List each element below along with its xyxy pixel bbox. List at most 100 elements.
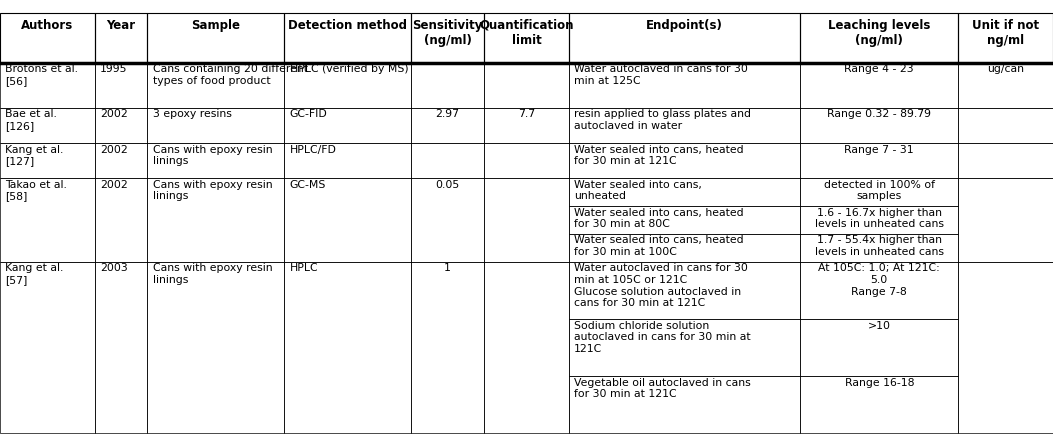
- Text: Range 7 - 31: Range 7 - 31: [845, 145, 914, 155]
- Bar: [95, 178, 147, 262]
- Text: Cans with epoxy resin
linings: Cans with epoxy resin linings: [153, 180, 273, 201]
- Text: Cans with epoxy resin
linings: Cans with epoxy resin linings: [153, 263, 273, 285]
- Text: Bae et al.
[126]: Bae et al. [126]: [5, 109, 57, 131]
- Bar: [484, 107, 569, 143]
- Bar: [411, 143, 484, 178]
- Bar: [569, 63, 800, 107]
- Bar: [569, 234, 800, 262]
- Bar: [284, 178, 411, 262]
- Bar: [0, 13, 95, 63]
- Text: Cans with epoxy resin
linings: Cans with epoxy resin linings: [153, 145, 273, 166]
- Bar: [484, 178, 569, 262]
- Bar: [411, 178, 484, 262]
- Bar: [147, 143, 284, 178]
- Bar: [800, 262, 958, 319]
- Text: Range 16-18: Range 16-18: [845, 378, 914, 388]
- Bar: [0, 143, 95, 178]
- Bar: [411, 107, 484, 143]
- Bar: [284, 143, 411, 178]
- Text: HPLC/FD: HPLC/FD: [290, 145, 337, 155]
- Text: Range 0.32 - 89.79: Range 0.32 - 89.79: [828, 109, 931, 119]
- Bar: [284, 63, 411, 107]
- Bar: [569, 107, 800, 143]
- Bar: [95, 143, 147, 178]
- Bar: [0, 107, 95, 143]
- Text: ug/can: ug/can: [987, 65, 1025, 74]
- Text: 1: 1: [444, 263, 451, 273]
- Text: 1.6 - 16.7x higher than
levels in unheated cans: 1.6 - 16.7x higher than levels in unheat…: [815, 208, 943, 229]
- Text: 2002: 2002: [100, 180, 127, 190]
- Bar: [958, 262, 1053, 433]
- Bar: [569, 206, 800, 234]
- Bar: [958, 107, 1053, 143]
- Bar: [147, 13, 284, 63]
- Bar: [284, 13, 411, 63]
- Bar: [958, 13, 1053, 63]
- Text: 2.97: 2.97: [436, 109, 459, 119]
- Bar: [958, 178, 1053, 262]
- Text: 7.7: 7.7: [518, 109, 535, 119]
- Text: 2002: 2002: [100, 109, 127, 119]
- Text: Range 4 - 23: Range 4 - 23: [845, 65, 914, 74]
- Text: Sample: Sample: [192, 19, 240, 31]
- Bar: [147, 178, 284, 262]
- Bar: [800, 63, 958, 107]
- Bar: [569, 178, 800, 206]
- Text: Takao et al.
[58]: Takao et al. [58]: [5, 180, 67, 201]
- Text: Vegetable oil autoclaved in cans
for 30 min at 121C: Vegetable oil autoclaved in cans for 30 …: [574, 378, 751, 399]
- Bar: [95, 107, 147, 143]
- Text: 0.05: 0.05: [435, 180, 460, 190]
- Bar: [95, 63, 147, 107]
- Bar: [800, 143, 958, 178]
- Bar: [569, 13, 800, 63]
- Text: Brotons et al.
[56]: Brotons et al. [56]: [5, 65, 78, 86]
- Text: Water sealed into cans, heated
for 30 min at 80C: Water sealed into cans, heated for 30 mi…: [574, 208, 743, 229]
- Bar: [958, 143, 1053, 178]
- Text: Authors: Authors: [21, 19, 74, 31]
- Text: Water sealed into cans, heated
for 30 min at 100C: Water sealed into cans, heated for 30 mi…: [574, 236, 743, 257]
- Bar: [800, 13, 958, 63]
- Bar: [484, 13, 569, 63]
- Bar: [0, 262, 95, 433]
- Text: Kang et al.
[127]: Kang et al. [127]: [5, 145, 63, 166]
- Text: Sensitivity
(ng/ml): Sensitivity (ng/ml): [413, 19, 482, 46]
- Bar: [484, 262, 569, 433]
- Text: Cans containing 20 different
types of food product: Cans containing 20 different types of fo…: [153, 65, 307, 86]
- Bar: [800, 107, 958, 143]
- Bar: [284, 262, 411, 433]
- Bar: [95, 13, 147, 63]
- Text: HPLC: HPLC: [290, 263, 318, 273]
- Bar: [800, 376, 958, 433]
- Text: Kang et al.
[57]: Kang et al. [57]: [5, 263, 63, 285]
- Text: GC-FID: GC-FID: [290, 109, 327, 119]
- Bar: [411, 262, 484, 433]
- Text: Leaching levels
(ng/ml): Leaching levels (ng/ml): [828, 19, 931, 46]
- Text: At 105C: 1.0; At 121C:
5.0
Range 7-8: At 105C: 1.0; At 121C: 5.0 Range 7-8: [818, 263, 940, 297]
- Bar: [484, 63, 569, 107]
- Text: 2002: 2002: [100, 145, 127, 155]
- Text: Detection method: Detection method: [287, 19, 408, 31]
- Text: Unit if not
ng/ml: Unit if not ng/ml: [972, 19, 1039, 46]
- Text: >10: >10: [868, 320, 891, 331]
- Text: Endpoint(s): Endpoint(s): [645, 19, 723, 31]
- Bar: [147, 63, 284, 107]
- Bar: [569, 143, 800, 178]
- Text: Year: Year: [106, 19, 136, 31]
- Text: 1995: 1995: [100, 65, 127, 74]
- Text: Water sealed into cans,
unheated: Water sealed into cans, unheated: [574, 180, 701, 201]
- Bar: [958, 63, 1053, 107]
- Text: Quantification
limit: Quantification limit: [479, 19, 574, 46]
- Text: 1.7 - 55.4x higher than
levels in unheated cans: 1.7 - 55.4x higher than levels in unheat…: [815, 236, 943, 257]
- Bar: [569, 376, 800, 433]
- Bar: [800, 206, 958, 234]
- Bar: [95, 262, 147, 433]
- Bar: [284, 107, 411, 143]
- Text: Water autoclaved in cans for 30
min at 105C or 121C
Glucose solution autoclaved : Water autoclaved in cans for 30 min at 1…: [574, 263, 748, 308]
- Text: 3 epoxy resins: 3 epoxy resins: [153, 109, 232, 119]
- Bar: [484, 143, 569, 178]
- Bar: [569, 319, 800, 376]
- Bar: [0, 178, 95, 262]
- Bar: [800, 178, 958, 206]
- Text: GC-MS: GC-MS: [290, 180, 326, 190]
- Text: Sodium chloride solution
autoclaved in cans for 30 min at
121C: Sodium chloride solution autoclaved in c…: [574, 320, 751, 354]
